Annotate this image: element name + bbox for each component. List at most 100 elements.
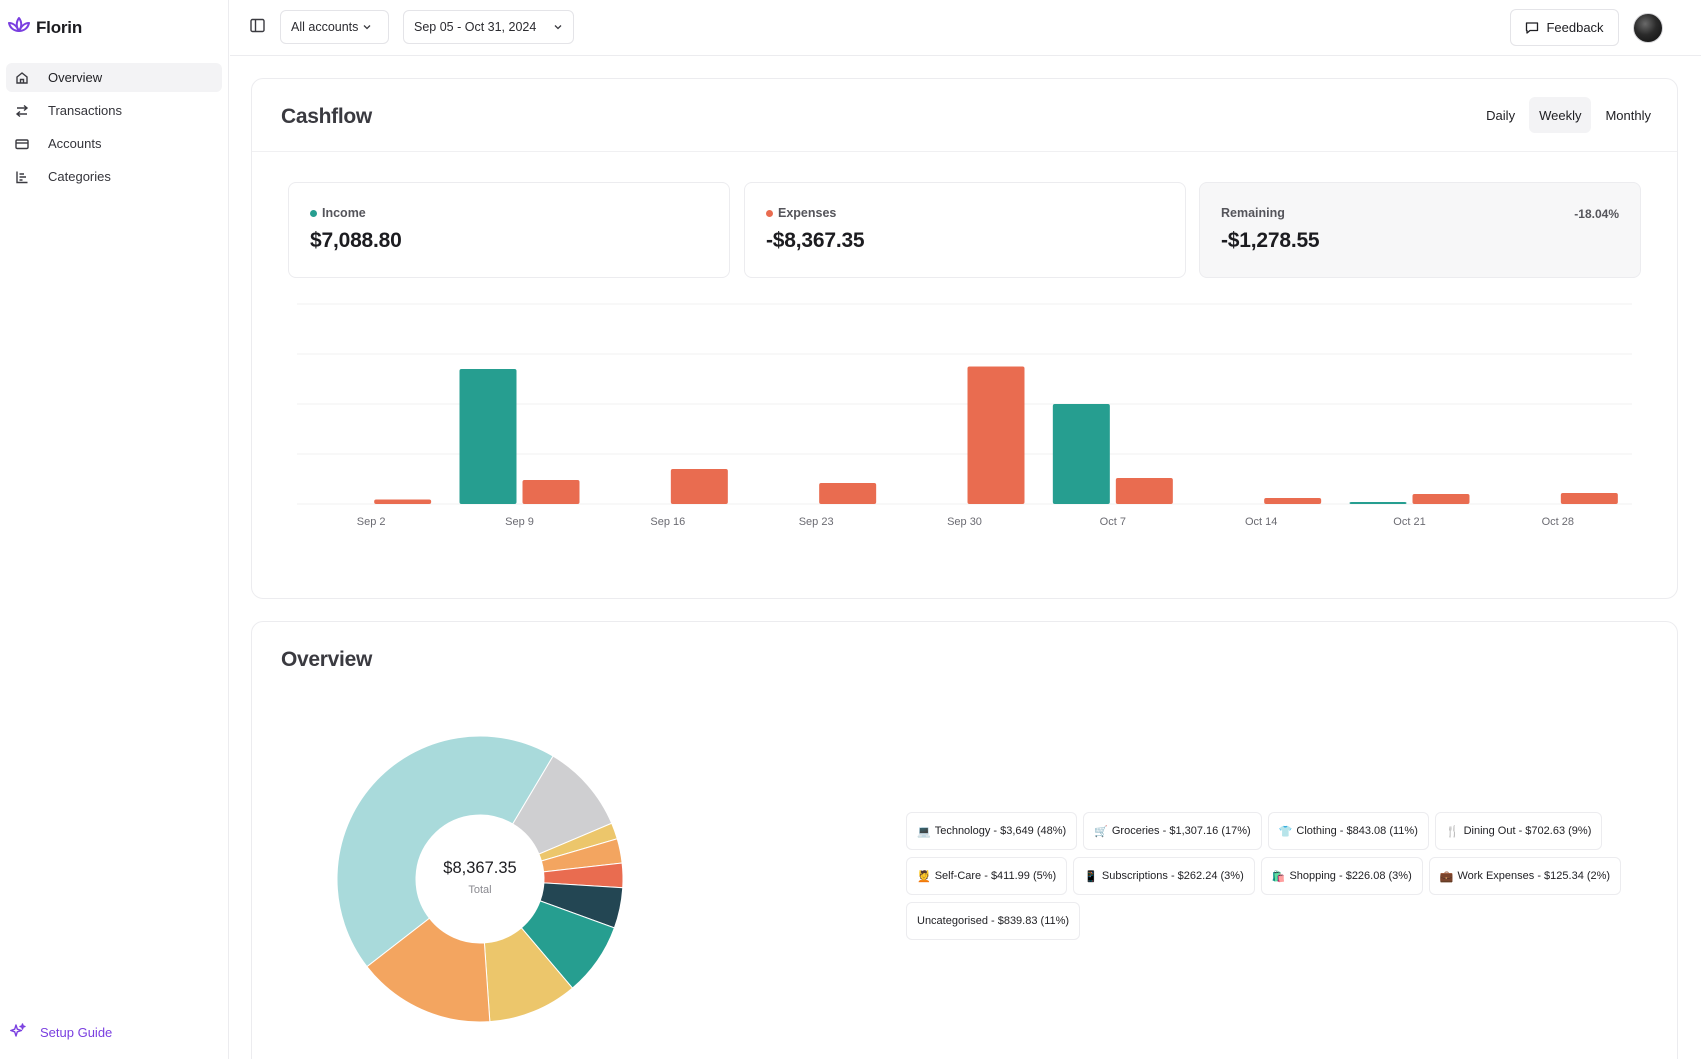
category-emoji-icon: 🍴 — [1446, 825, 1460, 838]
expense-bar[interactable] — [1264, 498, 1321, 504]
sidebar-item-categories[interactable]: Categories — [6, 162, 222, 191]
sidebar-item-label: Accounts — [48, 136, 101, 151]
category-emoji-icon: 💼 — [1440, 870, 1454, 883]
category-chip-label: Uncategorised - $839.83 (11%) — [917, 915, 1069, 927]
expenses-stat: Expenses -$8,367.35 — [744, 182, 1186, 278]
sparkles-icon — [10, 1023, 26, 1042]
expense-bar[interactable] — [523, 480, 580, 504]
category-emoji-icon: 📱 — [1084, 870, 1098, 883]
income-label-text: Income — [322, 206, 366, 220]
feedback-button[interactable]: Feedback — [1510, 9, 1619, 46]
accounts-select-value: All accounts — [291, 20, 358, 34]
expense-bar[interactable] — [1413, 494, 1470, 504]
feedback-label: Feedback — [1546, 20, 1603, 35]
expense-bar[interactable] — [1561, 493, 1618, 504]
category-chip[interactable]: Uncategorised - $839.83 (11%) — [906, 902, 1080, 940]
lotus-logo-icon — [8, 16, 30, 39]
sidebar-item-label: Transactions — [48, 103, 122, 118]
sidebar-nav: Overview Transactions Accounts Categorie… — [6, 63, 222, 195]
income-bar[interactable] — [460, 369, 517, 504]
sidebar-item-label: Overview — [48, 70, 102, 85]
chevron-down-icon — [553, 22, 563, 32]
category-chip[interactable]: 🍴 Dining Out - $702.63 (9%) — [1435, 812, 1603, 850]
category-chip-label: Shopping - $226.08 (3%) — [1289, 870, 1411, 882]
cashflow-bar-chart: Sep 2 Sep 9 Sep 16 Sep 23 Sep 30 Oct 7 Oct 14 O… — [282, 299, 1652, 529]
overview-card: Overview $8,367.35 Total 💻 Technology - $… — [251, 621, 1678, 1059]
category-chip-label: Clothing - $843.08 (11%) — [1296, 825, 1417, 837]
category-chip[interactable]: 💻 Technology - $3,649 (48%) — [906, 812, 1077, 850]
category-emoji-icon: 💻 — [917, 825, 931, 838]
category-legend: 💻 Technology - $3,649 (48%) 🛒 Groceries - $… — [906, 812, 1626, 940]
x-tick-label: Sep 2 — [357, 516, 386, 528]
remaining-value: -$1,278.55 — [1221, 229, 1319, 253]
tab-monthly[interactable]: Monthly — [1595, 97, 1661, 133]
category-emoji-icon: 🛒 — [1094, 825, 1108, 838]
expense-bar[interactable] — [968, 367, 1025, 505]
home-icon — [14, 70, 30, 86]
category-chip[interactable]: 📱 Subscriptions - $262.24 (3%) — [1073, 857, 1255, 895]
credit-card-icon — [14, 136, 30, 152]
category-chip-label: Technology - $3,649 (48%) — [935, 825, 1066, 837]
category-chip[interactable]: 👕 Clothing - $843.08 (11%) — [1268, 812, 1429, 850]
income-bar[interactable] — [1053, 404, 1110, 504]
x-tick-label: Sep 30 — [947, 516, 982, 528]
sidebar-toggle-button[interactable] — [246, 17, 268, 39]
remaining-stat: Remaining -18.04% -$1,278.55 — [1199, 182, 1641, 278]
category-emoji-icon: 🛍️ — [1272, 870, 1286, 883]
category-donut: $8,367.35 Total — [335, 734, 625, 1024]
category-chip-label: Dining Out - $702.63 (9%) — [1464, 825, 1592, 837]
chevron-down-icon — [362, 22, 372, 32]
category-chip-label: Groceries - $1,307.16 (17%) — [1112, 825, 1251, 837]
expenses-label: Expenses — [766, 206, 836, 220]
panel-left-icon — [250, 18, 265, 38]
setup-guide-link[interactable]: Setup Guide — [10, 1023, 112, 1042]
category-chip-label: Subscriptions - $262.24 (3%) — [1102, 870, 1244, 882]
categories-icon — [14, 169, 30, 185]
sidebar-item-accounts[interactable]: Accounts — [6, 129, 222, 158]
income-dot-icon — [310, 210, 317, 217]
expense-bar[interactable] — [819, 483, 876, 504]
x-tick-label: Sep 16 — [650, 516, 685, 528]
arrows-swap-icon — [14, 103, 30, 119]
expense-bar[interactable] — [671, 469, 728, 504]
x-tick-label: Oct 21 — [1393, 516, 1425, 528]
category-donut-chart — [335, 734, 625, 1024]
date-range-select[interactable]: Sep 05 - Oct 31, 2024 — [403, 10, 574, 44]
sidebar-item-label: Categories — [48, 169, 111, 184]
top-header: All accounts Sep 05 - Oct 31, 2024 Feedb… — [230, 0, 1701, 56]
brand-name: Florin — [36, 18, 82, 38]
sidebar: Florin Overview Transactions Accounts Ca… — [0, 0, 229, 1059]
x-tick-label: Sep 23 — [799, 516, 834, 528]
accounts-select[interactable]: All accounts — [280, 10, 389, 44]
expense-bar[interactable] — [374, 500, 431, 505]
category-chip-label: Self-Care - $411.99 (5%) — [935, 870, 1056, 882]
x-tick-label: Oct 7 — [1100, 516, 1126, 528]
income-value: $7,088.80 — [310, 229, 402, 253]
avatar[interactable] — [1633, 13, 1663, 43]
tab-weekly[interactable]: Weekly — [1529, 97, 1591, 133]
income-bar[interactable] — [1350, 502, 1407, 504]
x-tick-label: Oct 28 — [1542, 516, 1574, 528]
expenses-dot-icon — [766, 210, 773, 217]
category-chip[interactable]: 🛒 Groceries - $1,307.16 (17%) — [1083, 812, 1262, 850]
expense-bar[interactable] — [1116, 478, 1173, 504]
cashflow-title: Cashflow — [281, 105, 372, 129]
remaining-label: Remaining — [1221, 206, 1285, 220]
expenses-label-text: Expenses — [778, 206, 836, 220]
overview-title: Overview — [281, 648, 372, 672]
category-emoji-icon: 💆 — [917, 870, 931, 883]
tab-daily[interactable]: Daily — [1476, 97, 1525, 133]
sidebar-item-transactions[interactable]: Transactions — [6, 96, 222, 125]
expenses-value: -$8,367.35 — [766, 229, 864, 253]
sidebar-item-overview[interactable]: Overview — [6, 63, 222, 92]
x-tick-label: Oct 14 — [1245, 516, 1277, 528]
category-chip-label: Work Expenses - $125.34 (2%) — [1457, 870, 1610, 882]
date-range-value: Sep 05 - Oct 31, 2024 — [414, 20, 536, 34]
remaining-change: -18.04% — [1574, 207, 1619, 221]
category-chip[interactable]: 💼 Work Expenses - $125.34 (2%) — [1429, 857, 1621, 895]
x-tick-label: Sep 9 — [505, 516, 534, 528]
category-chip[interactable]: 💆 Self-Care - $411.99 (5%) — [906, 857, 1067, 895]
message-square-icon — [1525, 21, 1539, 35]
category-chip[interactable]: 🛍️ Shopping - $226.08 (3%) — [1261, 857, 1423, 895]
brand[interactable]: Florin — [8, 16, 82, 39]
